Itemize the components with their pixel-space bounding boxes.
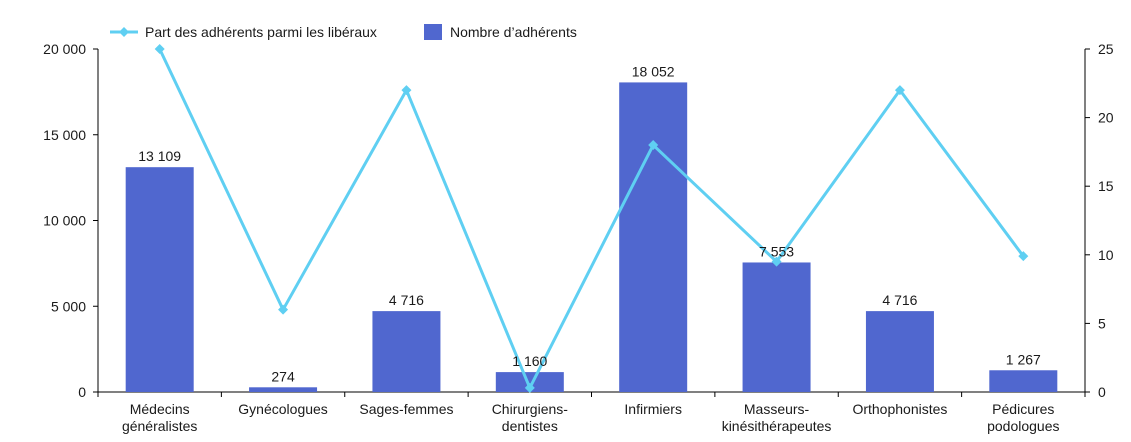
y-left-tick-label: 5 000 (51, 298, 86, 314)
y-left-tick-label: 20 000 (43, 41, 86, 57)
bar-data-label: 13 109 (138, 148, 181, 164)
x-category-label: Chirurgiens-dentistes (492, 401, 569, 434)
line-point-marker (278, 304, 289, 315)
bars (125, 82, 1058, 392)
line-point-marker (1018, 251, 1029, 262)
bar-data-label: 4 716 (882, 292, 917, 308)
x-category-label-line: podologues (987, 418, 1059, 434)
x-category-label-line: Médecins (130, 401, 190, 417)
bar-data-label: 274 (271, 368, 295, 384)
y-right-tick-label: 5 (1098, 315, 1106, 331)
legend-diamond-marker (119, 27, 129, 37)
y-right-tick-label: 25 (1098, 41, 1114, 57)
line-point-marker (771, 256, 782, 267)
x-category-label: Pédicures podologues (987, 401, 1059, 434)
x-category-label-line: Sages-femmes (359, 401, 453, 417)
x-category-label-line: Orthophonistes (852, 401, 947, 417)
x-category-label: Médecins généralistes (122, 401, 198, 434)
axes: 0 5 000 10 000 15 000 20 000 0 5 10 15 20 25 Médeci… (43, 41, 1114, 434)
x-category-label: Gynécologues (238, 401, 328, 417)
x-category-label: Sages-femmes (359, 401, 453, 417)
x-category-label: Infirmiers (624, 401, 682, 417)
y-right-tick-label: 15 (1098, 178, 1114, 194)
y-left-tick-label: 0 (78, 384, 86, 400)
line-series (154, 44, 1029, 393)
x-category-label-line: Gynécologues (238, 401, 328, 417)
x-category-label-line: Chirurgiens- (492, 401, 569, 417)
line-point-marker (401, 85, 412, 96)
bar (495, 372, 564, 392)
legend-label-bar-series: Nombre d’adhérents (450, 24, 577, 40)
y-right-tick-label: 20 (1098, 110, 1114, 126)
legend-bar-swatch (424, 24, 442, 40)
y-right-tick-label: 10 (1098, 247, 1114, 263)
line-point-marker (894, 85, 905, 96)
bar (742, 262, 811, 392)
bar-data-label: 4 716 (389, 292, 424, 308)
x-category-label-line: généralistes (122, 418, 198, 434)
legend-label-line-series: Part des adhérents parmi les libéraux (145, 24, 377, 40)
bar-data-label: 1 160 (512, 353, 547, 369)
line-point-marker (524, 382, 535, 393)
bar (249, 387, 318, 392)
bar (372, 311, 441, 392)
bar (989, 370, 1058, 392)
x-category-label-line: Masseurs- (744, 401, 810, 417)
x-category-label: Masseurs-kinésithérapeutes (722, 401, 832, 434)
bar-data-label: 1 267 (1006, 351, 1041, 367)
bar-data-label: 18 052 (632, 63, 675, 79)
y-right-tick-label: 0 (1098, 384, 1106, 400)
bar-data-label: 7 553 (759, 243, 794, 259)
x-category-label-line: dentistes (502, 418, 558, 434)
x-category-label: Orthophonistes (852, 401, 947, 417)
bar (619, 82, 688, 392)
x-category-label-line: Infirmiers (624, 401, 682, 417)
bar (865, 311, 934, 392)
y-left-tick-label: 10 000 (43, 213, 86, 229)
bar (125, 167, 194, 392)
line-path (158, 48, 1025, 390)
legend: Part des adhérents parmi les libéraux No… (110, 24, 577, 40)
x-category-label-line: Pédicures (992, 401, 1054, 417)
line-point-marker (648, 140, 659, 151)
x-category-label-line: kinésithérapeutes (722, 418, 832, 434)
y-left-tick-label: 15 000 (43, 127, 86, 143)
labels: 13 109 274 4 716 1 160 18 052 7 553 4 716 1 267 (138, 63, 1041, 384)
line-point-marker (154, 44, 165, 54)
